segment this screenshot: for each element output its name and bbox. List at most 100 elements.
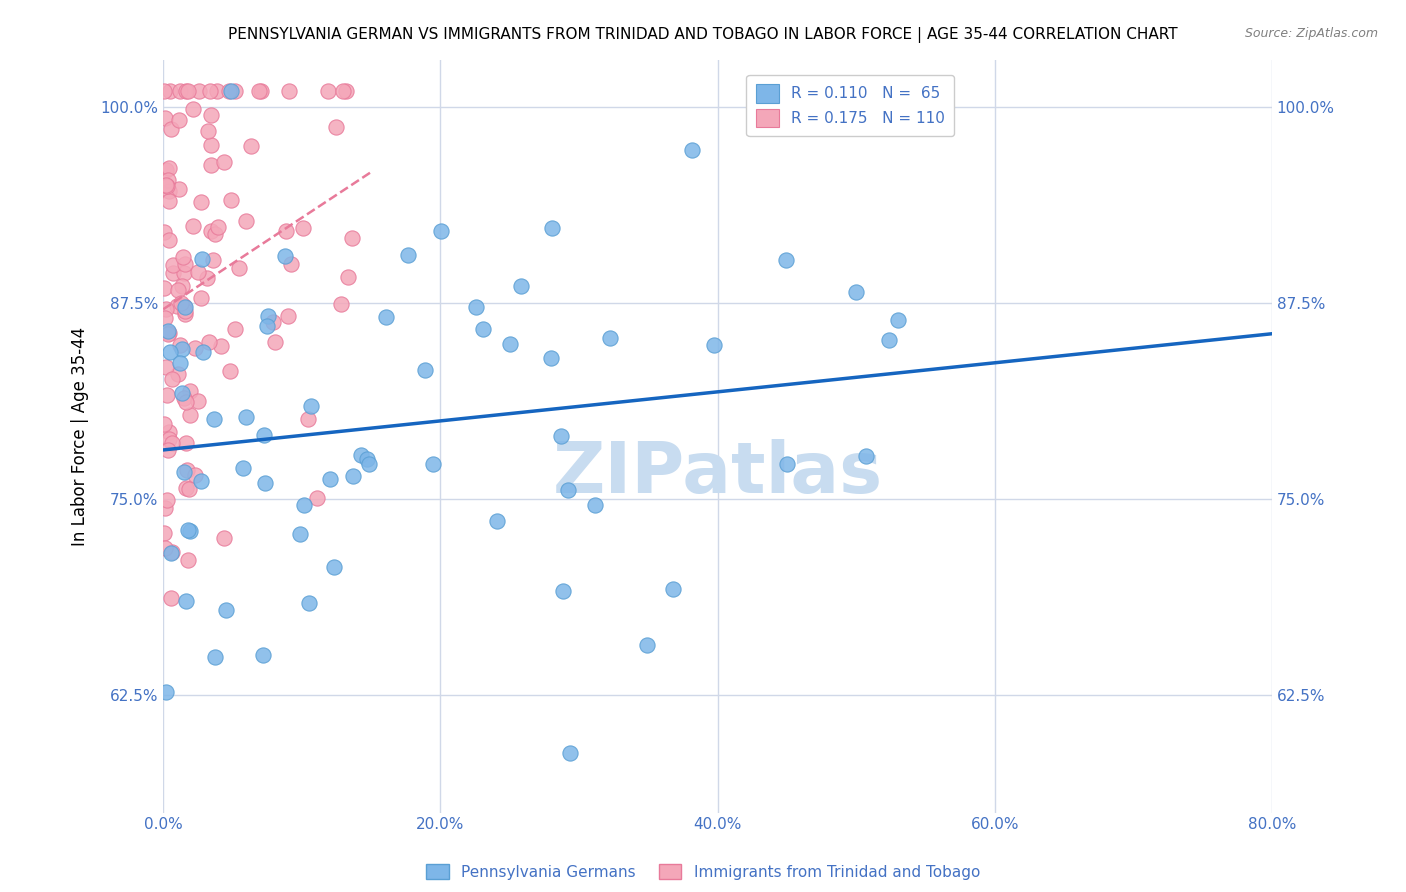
Point [157,234,180,248]
Point [176,463,198,477]
Point [235,410,257,425]
Point [219,193,242,207]
Point [157,324,180,338]
Point [292,221,315,235]
Point [181,102,204,116]
Point [252,648,274,662]
Point [174,304,197,318]
Text: Source: ZipAtlas.com: Source: ZipAtlas.com [1244,27,1378,40]
Point [156,172,179,186]
Point [153,526,176,541]
Point [157,433,180,447]
Point [187,394,209,409]
Legend: Pennsylvania Germans, Immigrants from Trinidad and Tobago: Pennsylvania Germans, Immigrants from Tr… [422,859,984,884]
Point [329,297,352,311]
Point [277,309,299,323]
Point [413,363,436,377]
Point [159,344,181,359]
Point [155,360,177,375]
Point [160,372,183,386]
Point [200,84,222,98]
Point [249,84,271,98]
Point [207,220,229,235]
Point [162,258,184,272]
Point [155,311,177,326]
Point [540,351,562,365]
Point [322,560,344,574]
Point [429,223,451,237]
Point [775,253,797,268]
Point [337,270,360,285]
Point [166,367,188,381]
Point [550,429,572,443]
Point [636,638,658,652]
Point [174,481,197,495]
Point [558,746,581,760]
Point [583,498,606,512]
Point [174,84,197,98]
Point [170,295,193,310]
Point [177,482,200,496]
Point [247,84,270,98]
Point [177,523,200,537]
Point [557,483,579,497]
Point [465,300,488,314]
Point [166,299,188,313]
Point [316,84,339,98]
Point [170,343,193,357]
Point [173,266,195,280]
Point [169,84,191,98]
Point [157,443,180,458]
Point [232,461,254,475]
Point [205,84,228,98]
Point [264,334,287,349]
Point [240,139,263,153]
Point [200,138,222,153]
Point [157,425,180,440]
Point [253,428,276,442]
Point [157,326,180,340]
Point [190,252,212,266]
Point [183,219,205,233]
Point [254,476,277,491]
Point [183,341,205,355]
Point [174,593,197,607]
Point [375,310,398,325]
Point [190,195,212,210]
Point [169,356,191,370]
Point [179,524,201,538]
Point [160,435,183,450]
Point [155,163,177,178]
Point [157,184,180,198]
Point [170,385,193,400]
Point [156,493,179,508]
Point [170,278,193,293]
Point [176,84,198,98]
Point [350,448,373,462]
Point [215,603,238,617]
Point [359,458,381,472]
Point [156,388,179,402]
Point [153,541,176,556]
Point [396,248,419,262]
Point [159,84,181,98]
Point [176,552,198,566]
Y-axis label: In Labor Force | Age 35-44: In Labor Force | Age 35-44 [72,326,89,546]
Point [219,84,242,98]
Point [153,84,176,98]
Point [193,344,215,359]
Point [155,301,177,316]
Point [307,491,329,505]
Point [257,309,280,323]
Point [160,545,183,559]
Point [183,468,205,483]
Point [342,469,364,483]
Point [202,412,225,426]
Point [201,252,224,267]
Text: ZIPatlas: ZIPatlas [553,439,883,508]
Point [776,458,799,472]
Point [153,417,176,432]
Point [325,120,347,135]
Point [877,333,900,347]
Legend: R = 0.110   N =  65, R = 0.175   N = 110: R = 0.110 N = 65, R = 0.175 N = 110 [747,75,953,136]
